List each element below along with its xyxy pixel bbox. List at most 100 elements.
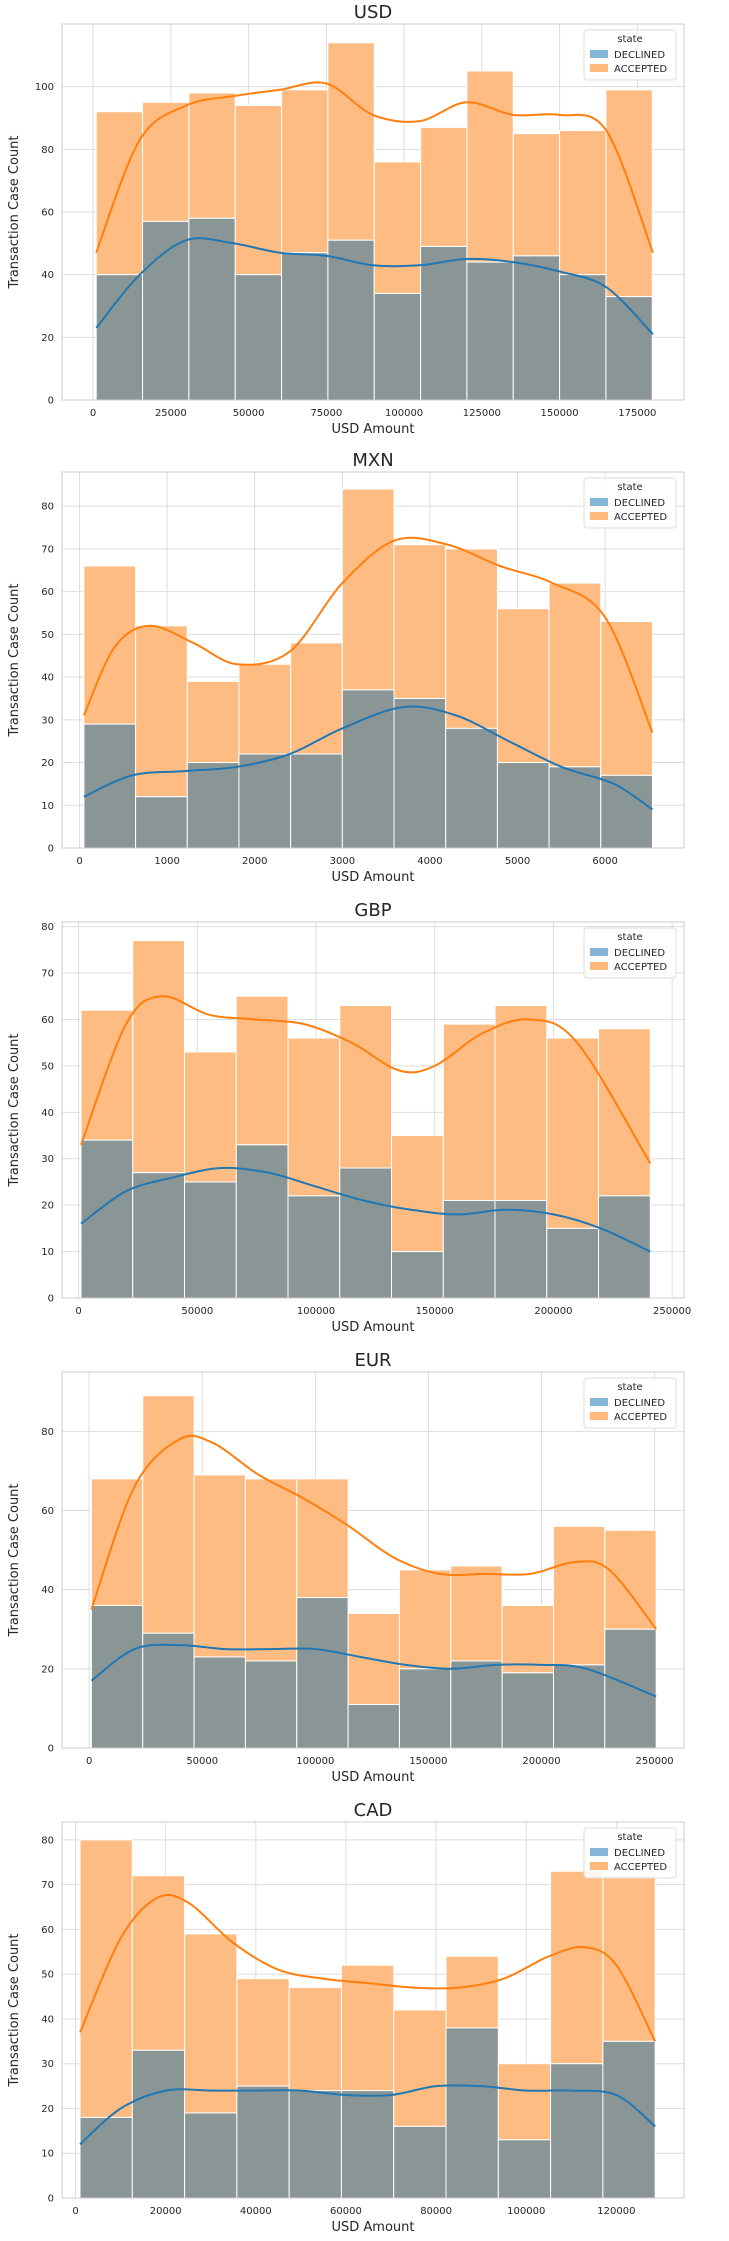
x-tick-label: 4000 (417, 856, 442, 867)
x-tick-label: 150000 (409, 1756, 447, 1767)
y-tick-label: 20 (41, 758, 54, 769)
legend-swatch-declined (590, 50, 608, 58)
legend-swatch-accepted (590, 512, 608, 520)
y-tick-label: 40 (41, 673, 54, 684)
bar-accepted (184, 1933, 238, 2114)
bar-declined (398, 1668, 452, 1749)
y-tick-label: 10 (41, 1247, 54, 1258)
y-tick-label: 10 (41, 2149, 54, 2160)
y-tick-label: 20 (41, 2104, 54, 2115)
x-tick-label: 100000 (507, 2206, 545, 2217)
legend-title: state (617, 1382, 642, 1393)
bar-declined (340, 2090, 395, 2199)
kde-line-accepted (79, 1893, 657, 2042)
x-tick-label: 200000 (534, 1306, 572, 1317)
bar-accepted (445, 548, 498, 729)
legend-title: state (617, 482, 642, 493)
legend-label-declined: DECLINED (614, 498, 665, 509)
legend-swatch-accepted (590, 1412, 608, 1420)
bar-declined (234, 274, 283, 401)
bar-declined (95, 274, 144, 401)
x-tick-label: 250000 (636, 1756, 674, 1767)
bar-declined (131, 2049, 186, 2199)
bar-declined (193, 1656, 246, 1749)
bar-accepted (605, 89, 653, 298)
legend-swatch-declined (590, 1398, 608, 1406)
y-tick-label: 100 (35, 82, 54, 93)
y-tick-label: 0 (48, 844, 54, 855)
chart-mxn: 0 1000 2000 3000 4000 5000 6000 0 10 20 30 40 50 60 70… (7, 450, 685, 885)
legend-label-accepted: ACCEPTED (614, 512, 667, 523)
y-tick-label: 80 (41, 502, 54, 513)
bar-accepted (281, 89, 329, 254)
chart-title: USD (354, 2, 392, 23)
x-axis-label: USD Amount (332, 1770, 415, 1785)
y-tick-label: 80 (41, 145, 54, 156)
legend-swatch-declined (590, 1848, 608, 1856)
legend-label-accepted: ACCEPTED (614, 1412, 667, 1423)
kde-line-accepted (90, 1434, 657, 1630)
bar-accepted (327, 42, 375, 241)
chart-cad: 0 20000 40000 60000 80000 100000 120000 0 10 20 30… (7, 1800, 685, 2235)
bar-declined (90, 1605, 144, 1749)
kde-line-declined (95, 237, 654, 335)
bar-accepted (393, 544, 447, 699)
bar-accepted (339, 1005, 393, 1169)
y-tick-label: 60 (41, 1015, 54, 1026)
x-tick-label: 100000 (296, 1756, 334, 1767)
bar-accepted (559, 130, 607, 276)
x-axis-label: USD Amount (332, 870, 415, 885)
bar-declined (339, 1167, 393, 1299)
chart-title: CAD (354, 1800, 393, 1821)
y-tick-label: 70 (41, 544, 54, 555)
bar-declined (550, 2063, 604, 2199)
y-tick-label: 30 (41, 715, 54, 726)
bar-declined (347, 1703, 400, 1749)
bar-accepted (236, 1978, 290, 2087)
x-tick-label: 5000 (505, 856, 530, 867)
x-tick-label: 20000 (150, 2206, 182, 2217)
bar-declined (235, 1144, 289, 1299)
plot-frame (61, 1371, 685, 1749)
plot-frame (61, 471, 685, 849)
bar-accepted (494, 1005, 548, 1202)
y-axis-label: Transaction Case Count (7, 1483, 22, 1637)
y-tick-label: 40 (41, 1108, 54, 1119)
legend: state DECLINED ACCEPTED (583, 477, 677, 529)
bar-declined (186, 762, 240, 849)
kde-line-accepted (82, 536, 654, 733)
bar-accepted (186, 680, 240, 764)
legend-label-accepted: ACCEPTED (614, 1862, 667, 1873)
y-tick-label: 10 (41, 801, 54, 812)
y-axis-label: Transaction Case Count (7, 135, 22, 289)
legend-label-accepted: ACCEPTED (614, 64, 667, 75)
x-tick-label: 0 (76, 856, 82, 867)
bar-accepted (340, 1964, 395, 2092)
bar-accepted (290, 642, 343, 755)
y-axis-label: Transaction Case Count (7, 1033, 22, 1187)
bar-accepted (450, 1565, 503, 1662)
y-tick-label: 60 (41, 1506, 54, 1517)
bar-declined (501, 1672, 554, 1749)
kde-line-declined (79, 2084, 656, 2146)
bar-accepted (497, 2063, 552, 2141)
bar-accepted (288, 1987, 342, 2092)
y-tick-label: 60 (41, 208, 54, 219)
bar-accepted (341, 488, 395, 691)
x-tick-label: 40000 (240, 2206, 272, 2217)
legend-title: state (617, 932, 642, 943)
bar-accepted (142, 1395, 195, 1634)
bar-declined (559, 274, 607, 401)
x-tick-label: 3000 (330, 856, 355, 867)
bar-accepted (391, 1135, 444, 1253)
x-tick-label: 50000 (186, 1756, 218, 1767)
y-tick-label: 80 (41, 922, 54, 933)
bar-declined (391, 1251, 444, 1299)
bar-declined (373, 292, 422, 401)
y-axis-label: Transaction Case Count (7, 1933, 22, 2087)
x-axis-label: USD Amount (332, 422, 415, 437)
legend-label-declined: DECLINED (614, 50, 665, 61)
x-tick-label: 60000 (330, 2206, 362, 2217)
legend: state DECLINED ACCEPTED (583, 927, 677, 979)
bar-declined (445, 727, 498, 849)
